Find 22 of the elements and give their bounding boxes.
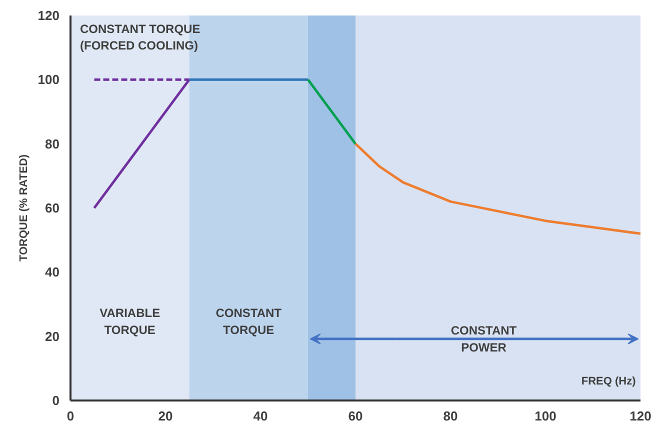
y-tick-label: 60	[45, 200, 60, 216]
x-axis-title: FREQ (Hz)	[581, 376, 636, 388]
x-tick-label: 100	[534, 408, 556, 424]
band-label: VARIABLE TORQUE	[100, 306, 160, 337]
annotation: CONSTANT POWER	[450, 324, 518, 354]
y-tick-label: 80	[45, 136, 60, 152]
line-series	[354, 142, 640, 235]
x-tick-label: 120	[630, 408, 652, 424]
x-tick-label: 60	[348, 408, 363, 424]
text: CONSTANT TORQUE	[216, 306, 282, 337]
x-tick-label: 80	[443, 408, 458, 424]
x-tick-label: 20	[158, 408, 173, 424]
y-tick-label: 0	[52, 393, 60, 408]
y-axis-title: TORQUE (% RATED)	[18, 154, 30, 262]
band-label: CONSTANT TORQUE	[80, 22, 200, 36]
text: (FORCED COOLING)	[80, 38, 198, 53]
x-tick-label: 0	[66, 408, 74, 424]
y-tick-label: 20	[45, 328, 60, 344]
y-tick-label: 120	[38, 8, 60, 23]
y-tick-label: 100	[38, 72, 60, 88]
y-tick-label: 40	[45, 264, 60, 280]
x-tick-label: 40	[253, 408, 268, 424]
